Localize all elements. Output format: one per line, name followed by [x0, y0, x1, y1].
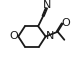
Text: N: N	[43, 0, 51, 10]
Text: N: N	[45, 31, 54, 42]
Text: O: O	[9, 31, 18, 42]
Text: O: O	[61, 18, 70, 28]
